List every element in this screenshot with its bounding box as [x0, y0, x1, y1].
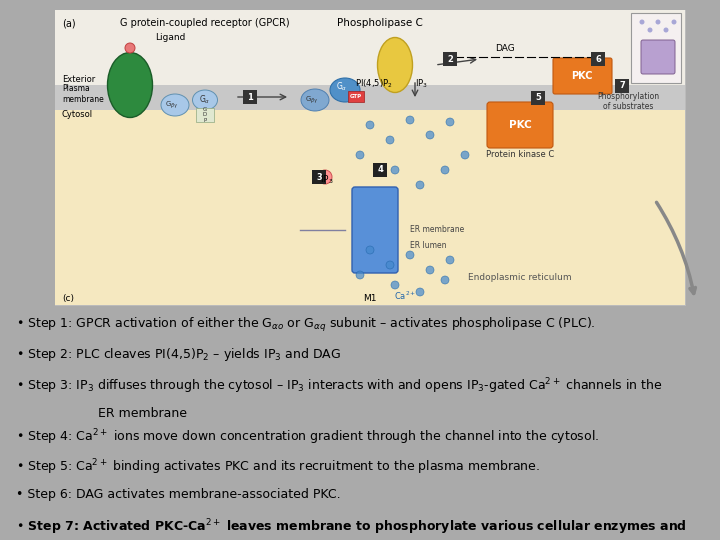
Text: PKC: PKC [571, 71, 593, 81]
Text: ER membrane: ER membrane [410, 226, 464, 234]
Text: • Step 5: Ca$^{2+}$ binding activates PKC and its recruitment to the plasma memb: • Step 5: Ca$^{2+}$ binding activates PK… [16, 457, 540, 477]
Text: Ca$^{2+}$: Ca$^{2+}$ [394, 290, 416, 302]
Bar [55, 10, 685, 85]
FancyBboxPatch shape [352, 187, 398, 273]
Text: • Step 1: GPCR activation of either the G$_{\alpha o}$ or G$_{\alpha q}$ subunit: • Step 1: GPCR activation of either the … [16, 316, 595, 334]
Text: Ligand: Ligand [155, 33, 185, 42]
FancyBboxPatch shape [243, 90, 257, 104]
Text: 2: 2 [447, 55, 453, 64]
FancyBboxPatch shape [487, 102, 553, 148]
Text: ER lumen: ER lumen [410, 240, 446, 249]
Text: Cytosol: Cytosol [62, 110, 93, 119]
Ellipse shape [366, 246, 374, 254]
Text: 3: 3 [316, 172, 322, 181]
Ellipse shape [330, 78, 360, 102]
Text: G$_{\alpha}$: G$_{\alpha}$ [199, 94, 211, 106]
Ellipse shape [366, 121, 374, 129]
Text: PKC: PKC [508, 120, 531, 130]
Ellipse shape [356, 151, 364, 159]
Ellipse shape [192, 90, 217, 110]
Text: M1: M1 [364, 294, 377, 303]
Text: Phosphorylation
of substrates: Phosphorylation of substrates [597, 92, 659, 111]
Ellipse shape [377, 37, 413, 92]
Ellipse shape [386, 261, 394, 269]
Text: • Step 7: Activated PKC-Ca$^{2+}$ leaves membrane to phosphorylate various cellu: • Step 7: Activated PKC-Ca$^{2+}$ leaves… [16, 518, 687, 537]
Text: 6: 6 [595, 55, 601, 64]
Ellipse shape [107, 52, 153, 118]
Text: DAG: DAG [495, 44, 515, 53]
Text: Phospholipase C: Phospholipase C [337, 18, 423, 28]
Ellipse shape [125, 43, 135, 53]
Ellipse shape [672, 19, 677, 24]
Ellipse shape [318, 170, 332, 184]
Bar [55, 85, 685, 110]
Ellipse shape [416, 288, 424, 296]
Ellipse shape [426, 131, 434, 139]
Text: • Step 6: DAG activates membrane-associated PKC.: • Step 6: DAG activates membrane-associa… [16, 488, 341, 501]
Ellipse shape [416, 181, 424, 189]
Text: • Step 4: Ca$^{2+}$ ions move down concentration gradient through the channel in: • Step 4: Ca$^{2+}$ ions move down conce… [16, 427, 599, 447]
Text: IP$_3$: IP$_3$ [415, 78, 428, 90]
Ellipse shape [301, 89, 329, 111]
Text: GTP: GTP [350, 94, 362, 99]
Ellipse shape [647, 28, 652, 32]
Ellipse shape [356, 271, 364, 279]
Ellipse shape [406, 251, 414, 259]
Text: 7: 7 [619, 82, 625, 91]
Text: G protein-coupled receptor (GPCR): G protein-coupled receptor (GPCR) [120, 18, 289, 28]
Text: • Step 3: IP$_{3}$ diffuses through the cytosol – IP$_{3}$ interacts with and op: • Step 3: IP$_{3}$ diffuses through the … [16, 376, 662, 396]
Ellipse shape [391, 281, 399, 289]
FancyBboxPatch shape [591, 52, 605, 66]
Ellipse shape [426, 266, 434, 274]
Text: PI(4,5)P$_2$: PI(4,5)P$_2$ [355, 78, 392, 90]
FancyBboxPatch shape [531, 91, 545, 105]
Ellipse shape [639, 19, 644, 24]
Text: G$_{\alpha}$: G$_{\alpha}$ [336, 81, 348, 93]
FancyBboxPatch shape [312, 170, 326, 184]
Text: (a): (a) [62, 18, 76, 28]
Ellipse shape [441, 276, 449, 284]
Text: Endoplasmic reticulum: Endoplasmic reticulum [468, 273, 572, 282]
FancyBboxPatch shape [631, 13, 681, 83]
Ellipse shape [441, 166, 449, 174]
Ellipse shape [386, 136, 394, 144]
Text: 4: 4 [377, 165, 383, 174]
Ellipse shape [391, 166, 399, 174]
Bar [55, 110, 685, 305]
Text: (c): (c) [62, 294, 74, 303]
FancyBboxPatch shape [373, 163, 387, 177]
Text: Protein kinase C: Protein kinase C [486, 150, 554, 159]
Ellipse shape [446, 118, 454, 126]
FancyBboxPatch shape [55, 10, 685, 305]
FancyBboxPatch shape [553, 58, 612, 94]
Ellipse shape [664, 28, 668, 32]
Text: IP$_3$: IP$_3$ [320, 174, 333, 186]
Ellipse shape [406, 116, 414, 124]
Ellipse shape [446, 256, 454, 264]
Ellipse shape [161, 94, 189, 116]
Text: Plasma
membrane: Plasma membrane [62, 84, 104, 104]
Text: • Step 2: PLC cleaves PI(4,5)P$_{2}$ – yields IP$_{3}$ and DAG: • Step 2: PLC cleaves PI(4,5)P$_{2}$ – y… [16, 346, 341, 363]
FancyBboxPatch shape [615, 79, 629, 93]
Text: 5: 5 [535, 93, 541, 103]
Text: G$_{\beta\gamma}$: G$_{\beta\gamma}$ [305, 94, 319, 106]
Text: G$_{\beta\gamma}$: G$_{\beta\gamma}$ [165, 99, 179, 111]
Text: 1: 1 [247, 92, 253, 102]
FancyBboxPatch shape [443, 52, 457, 66]
Text: G
D
P: G D P [203, 107, 207, 123]
Text: ER membrane: ER membrane [66, 407, 187, 420]
Bar [348, 91, 364, 102]
Text: Exterior: Exterior [62, 76, 95, 84]
FancyBboxPatch shape [641, 40, 675, 74]
Ellipse shape [655, 19, 660, 24]
Ellipse shape [461, 151, 469, 159]
Bar [196, 108, 214, 122]
